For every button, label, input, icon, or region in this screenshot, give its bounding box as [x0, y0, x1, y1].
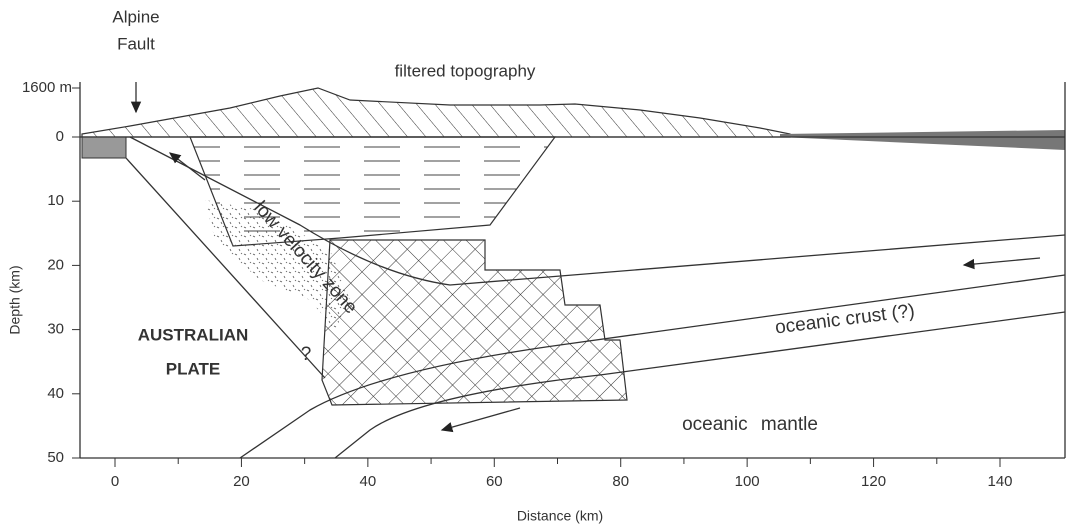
label: ? — [301, 344, 312, 365]
x-tick-label: 20 — [233, 473, 250, 490]
elevation-label: 1600 m — [22, 79, 72, 96]
x-tick-label: 100 — [735, 473, 760, 490]
y-tick-label: 40 — [47, 385, 64, 402]
fault-label: Alpine — [112, 7, 159, 26]
offshore-wedge — [780, 130, 1065, 150]
label: oceanic mantle — [682, 414, 818, 435]
x-tick-label: 80 — [612, 473, 629, 490]
label: PLATE — [166, 359, 220, 378]
x-tick-label: 60 — [486, 473, 503, 490]
y-tick-label: 20 — [47, 256, 64, 273]
fault-label: Fault — [117, 34, 155, 53]
x-tick-label: 140 — [987, 473, 1012, 490]
y-axis-label: Depth (km) — [7, 265, 23, 334]
x-tick-label: 40 — [360, 473, 377, 490]
low-velocity-zone — [205, 200, 350, 330]
crust-top — [239, 274, 1066, 459]
y-tick-label: 10 — [47, 192, 64, 209]
arrow — [962, 257, 1041, 270]
crust-bottom — [334, 311, 1066, 459]
x-tick-label: 0 — [111, 473, 119, 490]
coastal-block — [81, 136, 127, 159]
label: oceanic crust (?) — [774, 301, 916, 339]
arrow — [168, 152, 206, 181]
arrow — [440, 407, 521, 433]
fault-line — [129, 136, 1066, 286]
geology — [80, 82, 1066, 459]
crosshatch-zone — [321, 239, 628, 406]
y-tick-label: 50 — [47, 449, 64, 466]
label: filtered topography — [395, 61, 536, 80]
x-axis-label: Distance (km) — [517, 508, 603, 524]
x-tick-label: 120 — [861, 473, 886, 490]
frame — [79, 82, 1066, 459]
label: AUSTRALIAN — [138, 325, 249, 344]
plate-edge — [125, 157, 326, 379]
y-tick-label: 0 — [56, 128, 64, 145]
topography — [81, 87, 791, 138]
y-tick-label: 30 — [47, 321, 64, 338]
